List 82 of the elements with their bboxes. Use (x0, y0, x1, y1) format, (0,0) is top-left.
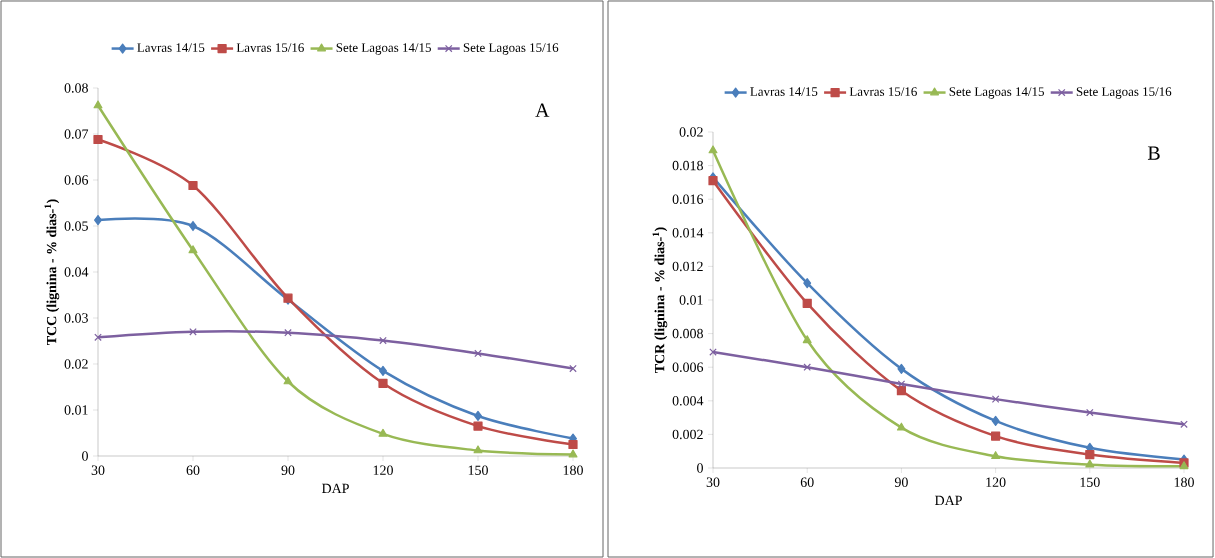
point (473, 445, 483, 454)
x-axis-title: DAP (934, 495, 962, 505)
y-tick-label: 0.004 (672, 396, 704, 406)
y-tick-label: 0.03 (64, 313, 88, 323)
x-tick-label: 90 (894, 477, 908, 487)
y-tick-label: 0.08 (64, 83, 88, 93)
y-tick-label: 0.04 (64, 267, 89, 277)
legend-label: Lavras 14/15 (137, 43, 205, 52)
point (378, 378, 388, 388)
y-tick-label: 0.06 (64, 175, 89, 185)
point (991, 415, 1000, 427)
point (709, 348, 717, 356)
y-tick-label: 0.016 (672, 194, 704, 204)
x-tick-label: 90 (281, 465, 295, 475)
y-tick-label: 0.018 (672, 160, 703, 171)
x-tick-label: 180 (1174, 477, 1194, 487)
y-tick-label: 0.006 (672, 362, 704, 372)
y-tick-label: 0.01 (64, 405, 88, 415)
x-tick-label: 30 (706, 477, 720, 487)
x-tick-label: 120 (986, 477, 1006, 487)
y-tick-label: 0.014 (672, 228, 704, 238)
legend-label: Lavras 15/16 (236, 43, 304, 52)
annotation: A (535, 103, 550, 117)
y-tick-label: 0.002 (672, 429, 703, 440)
y-tick-label: 0.008 (672, 328, 703, 339)
point (708, 145, 718, 154)
point (189, 328, 197, 336)
legend-label: Lavras 14/15 (750, 87, 818, 96)
y-tick-label: 0.01 (679, 295, 703, 305)
point (93, 100, 103, 109)
x-tick-label: 60 (800, 477, 814, 487)
point (283, 376, 293, 385)
x-tick-label: 30 (91, 465, 105, 475)
y-tick-label: 0.02 (679, 127, 703, 137)
point (93, 134, 103, 145)
x-tick-label: 120 (373, 465, 393, 475)
point (569, 364, 577, 373)
y-tick-label: 0 (82, 451, 88, 461)
legend-label: Sete Lagoas 15/16 (463, 43, 559, 55)
y-tick-label: 0.02 (64, 359, 88, 369)
x-tick-label: 150 (468, 465, 488, 475)
point (1180, 420, 1188, 429)
y-tick-label: 0.012 (672, 261, 703, 272)
point (802, 335, 812, 344)
point (896, 386, 907, 396)
point (897, 380, 906, 388)
x-axis-title: DAP (321, 483, 349, 493)
point (378, 428, 388, 437)
point (991, 451, 1001, 460)
legend-label: Sete Lagoas 15/16 (1076, 87, 1172, 99)
point (379, 336, 387, 345)
y-tick-label: 0.05 (64, 221, 88, 231)
point (94, 333, 102, 342)
point (991, 395, 1000, 403)
point (284, 328, 292, 337)
point (188, 245, 198, 254)
point (188, 180, 198, 191)
legend-label: Lavras 15/16 (849, 87, 917, 96)
point (802, 298, 812, 308)
y-tick-label: 0 (697, 463, 703, 473)
x-tick-label: 150 (1080, 477, 1100, 487)
point (568, 449, 578, 458)
point (379, 365, 387, 376)
y-axis-title: TCC (lignina - % dias-$^{1}$) (44, 199, 60, 345)
legend-label: Sete Lagoas 14/15 (336, 43, 431, 55)
point (473, 421, 483, 431)
point (1085, 459, 1095, 468)
x-tick-label: 180 (563, 465, 583, 475)
point (1085, 449, 1095, 460)
point (708, 176, 718, 186)
legend-label: Sete Lagoas 14/15 (949, 87, 1044, 99)
point (568, 439, 578, 450)
point (803, 278, 812, 289)
x-tick-label: 60 (186, 465, 200, 475)
annotation: B (1147, 146, 1160, 160)
y-axis-title: TCR (lignina - % dias-$^{1}$) (652, 227, 668, 373)
point (896, 422, 906, 431)
point (474, 349, 482, 358)
point (991, 431, 1001, 441)
point (897, 363, 906, 374)
point (1086, 408, 1094, 417)
y-tick-label: 0.07 (64, 129, 89, 139)
